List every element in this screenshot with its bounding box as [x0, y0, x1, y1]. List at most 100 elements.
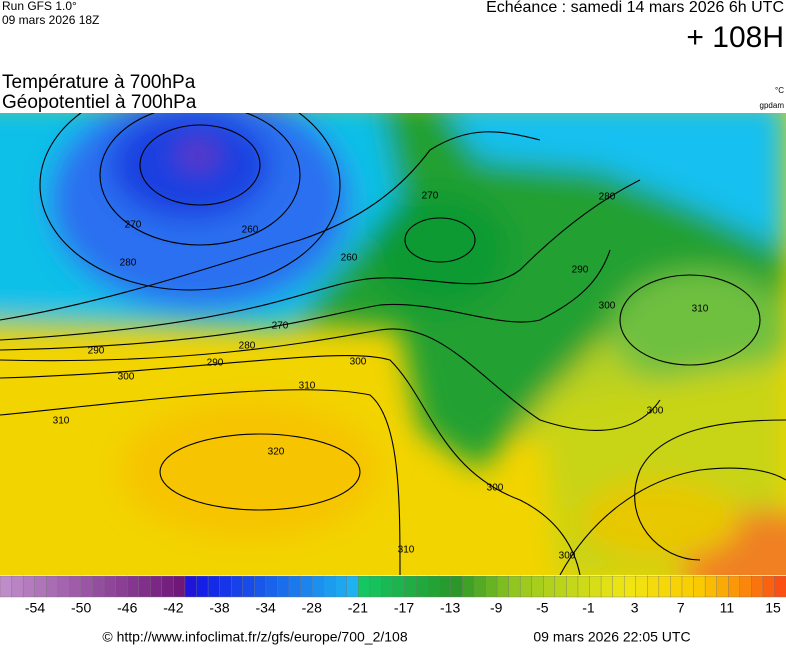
footer-generated: 09 mars 2026 22:05 UTC — [533, 629, 690, 645]
colorbar-swatch — [762, 575, 775, 598]
colorbar-tick-label: -1 — [582, 600, 595, 616]
colorbar-swatch — [647, 575, 660, 598]
contours — [0, 113, 786, 575]
contour-label: 260 — [242, 225, 259, 236]
colorbar-tick-label: 15 — [765, 600, 781, 616]
colorbar-swatch — [92, 575, 105, 598]
colorbar-tick-label: -5 — [536, 600, 549, 616]
colorbar-tick-label: -46 — [117, 600, 137, 616]
colorbar-swatch — [207, 575, 221, 598]
colorbar-swatch — [681, 575, 695, 598]
contour-label: 270 — [125, 220, 142, 231]
map: 270 280 260 270 280 290 290 300 300 310 310 320 270 2… — [0, 113, 786, 575]
colorbar-swatch — [716, 575, 729, 598]
contour-label: 300 — [559, 551, 576, 562]
contour-label: 310 — [692, 304, 709, 315]
colorbar-swatch — [184, 575, 198, 598]
colorbar-swatch — [196, 575, 209, 598]
contour-label: 270 — [422, 191, 439, 202]
colorbar-swatch — [600, 575, 614, 598]
contour-label: 290 — [88, 346, 105, 357]
colorbar-tick-label: -42 — [163, 600, 183, 616]
colorbar-swatch — [473, 575, 486, 598]
colorbar-swatch — [485, 575, 498, 598]
colorbar: -54 -50 -46 -42 -38 -34 -28 -21 -17 -13 -9 -5 -1 3 7 11… — [0, 575, 786, 616]
unit-temperature: °C — [775, 86, 784, 95]
colorbar-swatch — [693, 575, 706, 598]
colorbar-swatch — [439, 575, 452, 598]
colorbar-swatch — [751, 575, 764, 598]
contour-label: 310 — [53, 416, 70, 427]
colorbar-tick-label: -21 — [348, 600, 368, 616]
colorbar-swatch — [623, 575, 637, 598]
colorbar-swatch — [126, 575, 140, 598]
colorbar-swatch — [161, 575, 174, 598]
run-date: 09 mars 2026 18Z — [2, 13, 99, 27]
contour-label: 290 — [207, 358, 224, 369]
colorbar-tick-label: -38 — [209, 600, 229, 616]
contour-labels: 270 280 260 270 280 290 290 300 300 310 310 320 270 2… — [53, 191, 709, 562]
colorbar-swatch — [230, 575, 244, 598]
colorbar-swatch — [543, 575, 556, 598]
colorbar-swatch — [462, 575, 475, 598]
colorbar-swatch — [358, 575, 371, 598]
colorbar-swatch — [531, 575, 544, 598]
colorbar-swatch — [173, 575, 186, 598]
colorbar-swatch — [450, 575, 463, 598]
colorbar-swatch — [774, 575, 786, 598]
colorbar-swatch — [80, 575, 93, 598]
colorbar-swatch — [427, 575, 440, 598]
colorbar-tick-label: -13 — [440, 600, 460, 616]
title-temperature: Température à 700hPa — [2, 72, 196, 93]
colorbar-swatch — [277, 575, 290, 598]
colorbar-swatch — [300, 575, 313, 598]
contour-label: 300 — [647, 406, 664, 417]
colorbar-swatch — [311, 575, 325, 598]
colorbar-tick-label: 7 — [677, 600, 685, 616]
colorbar-swatch — [22, 575, 36, 598]
colorbar-swatch — [415, 575, 429, 598]
colorbar-swatch — [369, 575, 382, 598]
contour-label: 300 — [599, 301, 616, 312]
colorbar-tick-label: -17 — [394, 600, 414, 616]
contour-label: 280 — [239, 341, 256, 352]
colorbar-swatch — [242, 575, 255, 598]
colorbar-swatch — [589, 575, 602, 598]
contour-label: 310 — [398, 545, 415, 556]
colorbar-swatch — [57, 575, 70, 598]
colorbar-swatch — [103, 575, 117, 598]
colorbar-tick-label: -50 — [71, 600, 91, 616]
colorbar-swatch — [704, 575, 718, 598]
footer-source: © http://www.infoclimat.fr/z/gfs/europe/… — [102, 629, 407, 645]
colorbar-swatch — [219, 575, 232, 598]
colorbar-tick-label: -28 — [302, 600, 322, 616]
colorbar-swatch — [11, 575, 24, 598]
colorbar-swatch — [566, 575, 579, 598]
colorbar-swatch — [335, 575, 348, 598]
colorbar-swatch — [670, 575, 683, 598]
colorbar-swatch — [508, 575, 521, 598]
lead-time: + 108H — [686, 21, 784, 54]
unit-geopotential: gpdam — [760, 101, 785, 110]
colorbar-tick-label: 11 — [720, 600, 735, 616]
colorbar-swatch — [577, 575, 590, 598]
colorbar-swatch — [323, 575, 336, 598]
colorbar-swatch — [115, 575, 128, 598]
colorbar-swatch — [138, 575, 151, 598]
contour-label: 300 — [118, 372, 135, 383]
colorbar-swatch — [612, 575, 625, 598]
colorbar-tick-label: 3 — [631, 600, 639, 616]
colorbar-swatch — [265, 575, 278, 598]
contour-label: 320 — [268, 447, 285, 458]
colorbar-tick-label: -54 — [25, 600, 45, 616]
colorbar-swatch — [728, 575, 741, 598]
valid-time: Echéance : samedi 14 mars 2026 6h UTC — [486, 0, 784, 16]
colorbar-swatch — [392, 575, 406, 598]
contour-label: 310 — [299, 381, 316, 392]
colorbar-swatch — [635, 575, 648, 598]
colorbar-swatch — [288, 575, 302, 598]
colorbar-swatch — [254, 575, 267, 598]
colorbar-swatch — [69, 575, 82, 598]
